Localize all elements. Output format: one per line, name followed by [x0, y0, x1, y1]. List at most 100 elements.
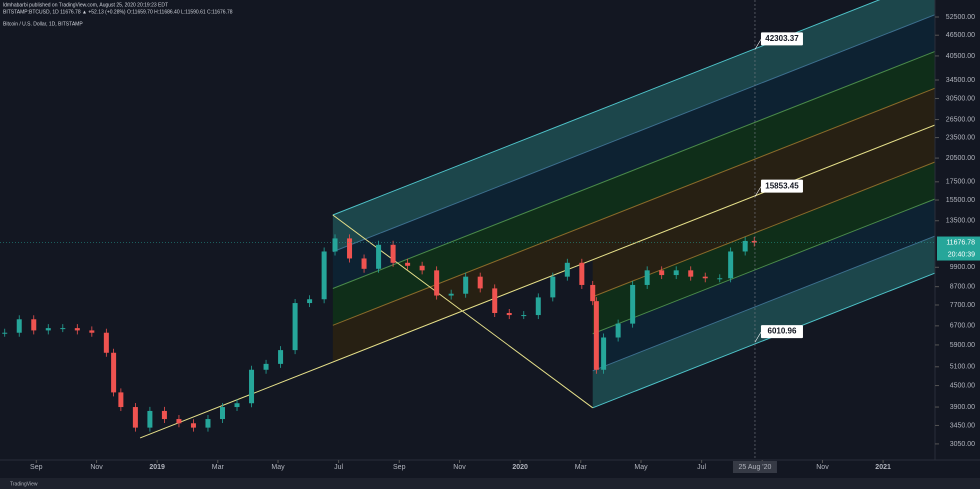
- candles: [2, 234, 757, 432]
- cursor-label-box: [732, 461, 777, 473]
- candle: [307, 299, 313, 304]
- pitchfork-band: [332, 88, 935, 363]
- y-tick-label: 6700.00: [950, 323, 975, 330]
- y-tick-label: 20500.00: [946, 155, 975, 162]
- x-tick-label: Jul: [334, 464, 343, 471]
- candle: [390, 244, 396, 263]
- candle: [161, 410, 167, 420]
- callout-pointer: [754, 331, 762, 343]
- header-line: Bitcoin / U.S. Dollar, 1D, BITSTAMP: [3, 21, 83, 27]
- candle: [31, 319, 37, 331]
- x-tick-label: 2019: [149, 464, 165, 471]
- y-tick-label: 3450.00: [950, 422, 975, 429]
- x-tick-label: May: [271, 464, 285, 471]
- y-tick-label: 9900.00: [950, 264, 975, 271]
- x-tick-label: Nov: [453, 464, 466, 471]
- callout-label: 42303.37: [765, 34, 799, 43]
- y-tick-label: 3050.00: [950, 441, 975, 448]
- candle: [103, 332, 109, 353]
- candle: [717, 278, 723, 280]
- candle: [147, 410, 153, 428]
- candle: [742, 240, 748, 252]
- pitchfork-line: [592, 235, 936, 372]
- candle: [2, 332, 8, 334]
- x-tick-label: May: [634, 464, 648, 471]
- x-tick-label: Jul: [697, 464, 706, 471]
- overlay: 42303.37 15853.45 6010.96: [754, 0, 803, 460]
- pitchfork-line: [332, 50, 936, 289]
- callout-box: [760, 325, 803, 339]
- candle: [278, 350, 284, 364]
- y-tick-label: 5900.00: [950, 342, 975, 349]
- candle: [550, 276, 556, 298]
- y-tick-label: 52500.00: [946, 14, 975, 21]
- candle: [321, 251, 327, 300]
- candle: [535, 297, 541, 316]
- y-tick-label: 34500.00: [946, 77, 975, 84]
- candle: [118, 392, 124, 408]
- pitchfork-band: [332, 14, 935, 289]
- pitchfork-line: [332, 14, 936, 253]
- candle: [111, 352, 117, 393]
- pitchfork: [139, 0, 936, 439]
- candle: [644, 270, 650, 285]
- candle: [205, 419, 211, 428]
- cursor-label: 25 Aug '20: [739, 464, 772, 471]
- y-tick-label: 13500.00: [946, 218, 975, 225]
- x-tick-label: Sep: [30, 464, 43, 471]
- candle: [74, 328, 80, 331]
- x-tick-label: Nov: [90, 464, 103, 471]
- y-tick-label: 3900.00: [950, 404, 975, 411]
- candle: [434, 270, 440, 296]
- footer-logo: TradingView: [10, 481, 38, 487]
- candle: [477, 276, 483, 289]
- x-tick-label: Mar: [212, 464, 225, 471]
- callout-label: 6010.96: [768, 327, 797, 336]
- y-tick-label: 26500.00: [946, 116, 975, 123]
- x-tick-label: 2021: [875, 464, 891, 471]
- candle: [132, 407, 138, 428]
- callout-pointer: [754, 186, 762, 197]
- pitchfork-median: [139, 124, 936, 439]
- candle: [579, 262, 585, 285]
- candle: [448, 293, 454, 296]
- pitchfork-line: [592, 198, 936, 335]
- last-price-box: [937, 236, 980, 261]
- candle: [419, 265, 425, 271]
- y-tick-label: 23500.00: [946, 134, 975, 141]
- candle: [16, 319, 22, 333]
- x-tick-label: Nov: [816, 464, 829, 471]
- candle: [702, 276, 708, 279]
- pitchfork-line: [332, 0, 881, 216]
- pitchfork-line: [332, 87, 936, 326]
- callout-box: [760, 32, 803, 46]
- candle: [463, 276, 469, 294]
- candle: [176, 419, 182, 424]
- candle: [292, 303, 298, 351]
- pitchfork-band: [592, 124, 935, 297]
- header-line: BITSTAMP:BTCUSD, 1D 11676.78 ▲ +52.13 (+…: [3, 9, 233, 15]
- candle: [89, 330, 95, 333]
- candle: [492, 288, 498, 313]
- candle: [630, 284, 636, 324]
- candle: [219, 407, 225, 420]
- pitchfork-band: [592, 199, 935, 371]
- candle: [361, 258, 367, 269]
- header-line: ldmhabarbi published on TradingView.com,…: [3, 2, 168, 8]
- y-tick-label: 46500.00: [946, 32, 975, 39]
- pitchfork-band: [332, 51, 935, 326]
- candle: [593, 301, 599, 370]
- y-tick-label: 7700.00: [950, 302, 975, 309]
- pitchfork-band: [592, 236, 935, 408]
- candle: [659, 270, 665, 276]
- pitchfork-band: [332, 0, 935, 252]
- candle: [249, 369, 255, 404]
- candle: [751, 240, 757, 243]
- y-tick-label: 30500.00: [946, 95, 975, 102]
- candle: [564, 262, 570, 277]
- pitchfork-line: [592, 272, 936, 409]
- x-tick-label: Mar: [575, 464, 588, 471]
- y-tick-label: 8700.00: [950, 284, 975, 291]
- callout-pointer: [754, 39, 762, 50]
